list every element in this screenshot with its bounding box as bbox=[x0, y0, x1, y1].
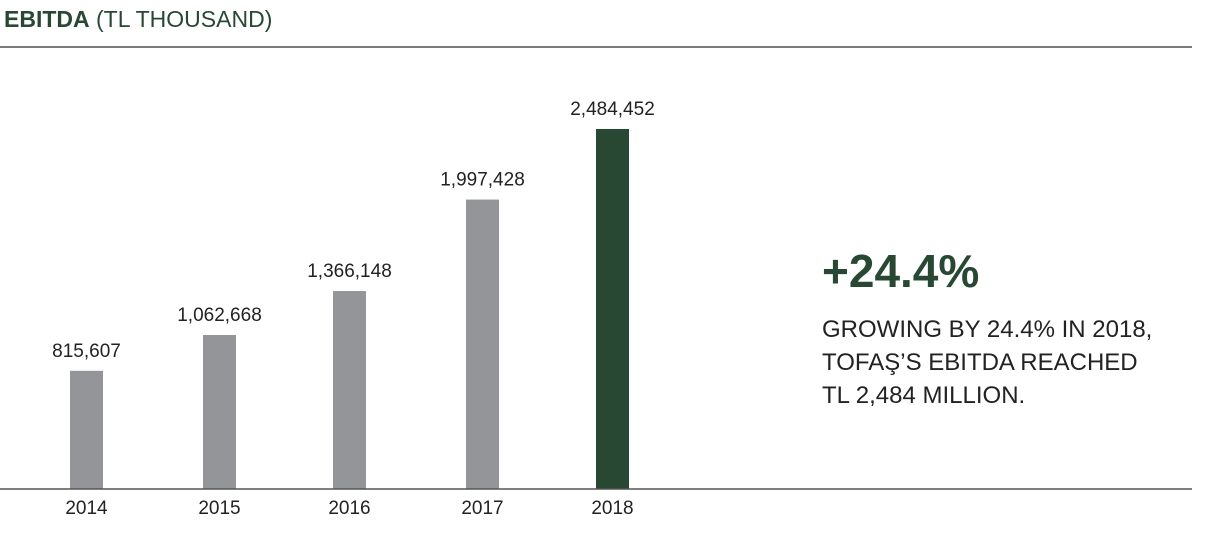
value-label: 2,484,452 bbox=[570, 99, 655, 120]
callout-description: GROWING BY 24.4% IN 2018, TOFAŞ’S EBITDA… bbox=[822, 313, 1152, 412]
x-tick-label: 2017 bbox=[461, 498, 503, 519]
x-tick-label: 2015 bbox=[198, 498, 240, 519]
chart-title: EBITDA (TL THOUSAND) bbox=[4, 6, 272, 33]
x-tick-label: 2016 bbox=[328, 498, 370, 519]
value-label: 1,366,148 bbox=[307, 261, 392, 282]
value-label: 1,062,668 bbox=[177, 305, 262, 326]
bar-2017 bbox=[466, 199, 499, 489]
x-tick-label: 2014 bbox=[65, 498, 108, 519]
growth-callout: +24.4% bbox=[822, 245, 980, 297]
callout-line: TOFAŞ’S EBITDA REACHED bbox=[822, 349, 1138, 376]
callout-line: TL 2,484 MILLION. bbox=[822, 382, 1026, 409]
bar-2018 bbox=[596, 129, 629, 489]
x-tick-label: 2018 bbox=[591, 498, 633, 519]
bar-2015 bbox=[203, 335, 236, 489]
value-label: 1,997,428 bbox=[440, 170, 525, 191]
title-divider bbox=[0, 46, 1192, 48]
callout-line: GROWING BY 24.4% IN 2018, bbox=[822, 316, 1153, 343]
title-main: EBITDA bbox=[4, 6, 90, 32]
title-sub: (TL THOUSAND) bbox=[96, 6, 273, 32]
bar-2016 bbox=[333, 291, 366, 489]
value-label: 815,607 bbox=[52, 341, 121, 362]
bar-2014 bbox=[70, 370, 103, 489]
